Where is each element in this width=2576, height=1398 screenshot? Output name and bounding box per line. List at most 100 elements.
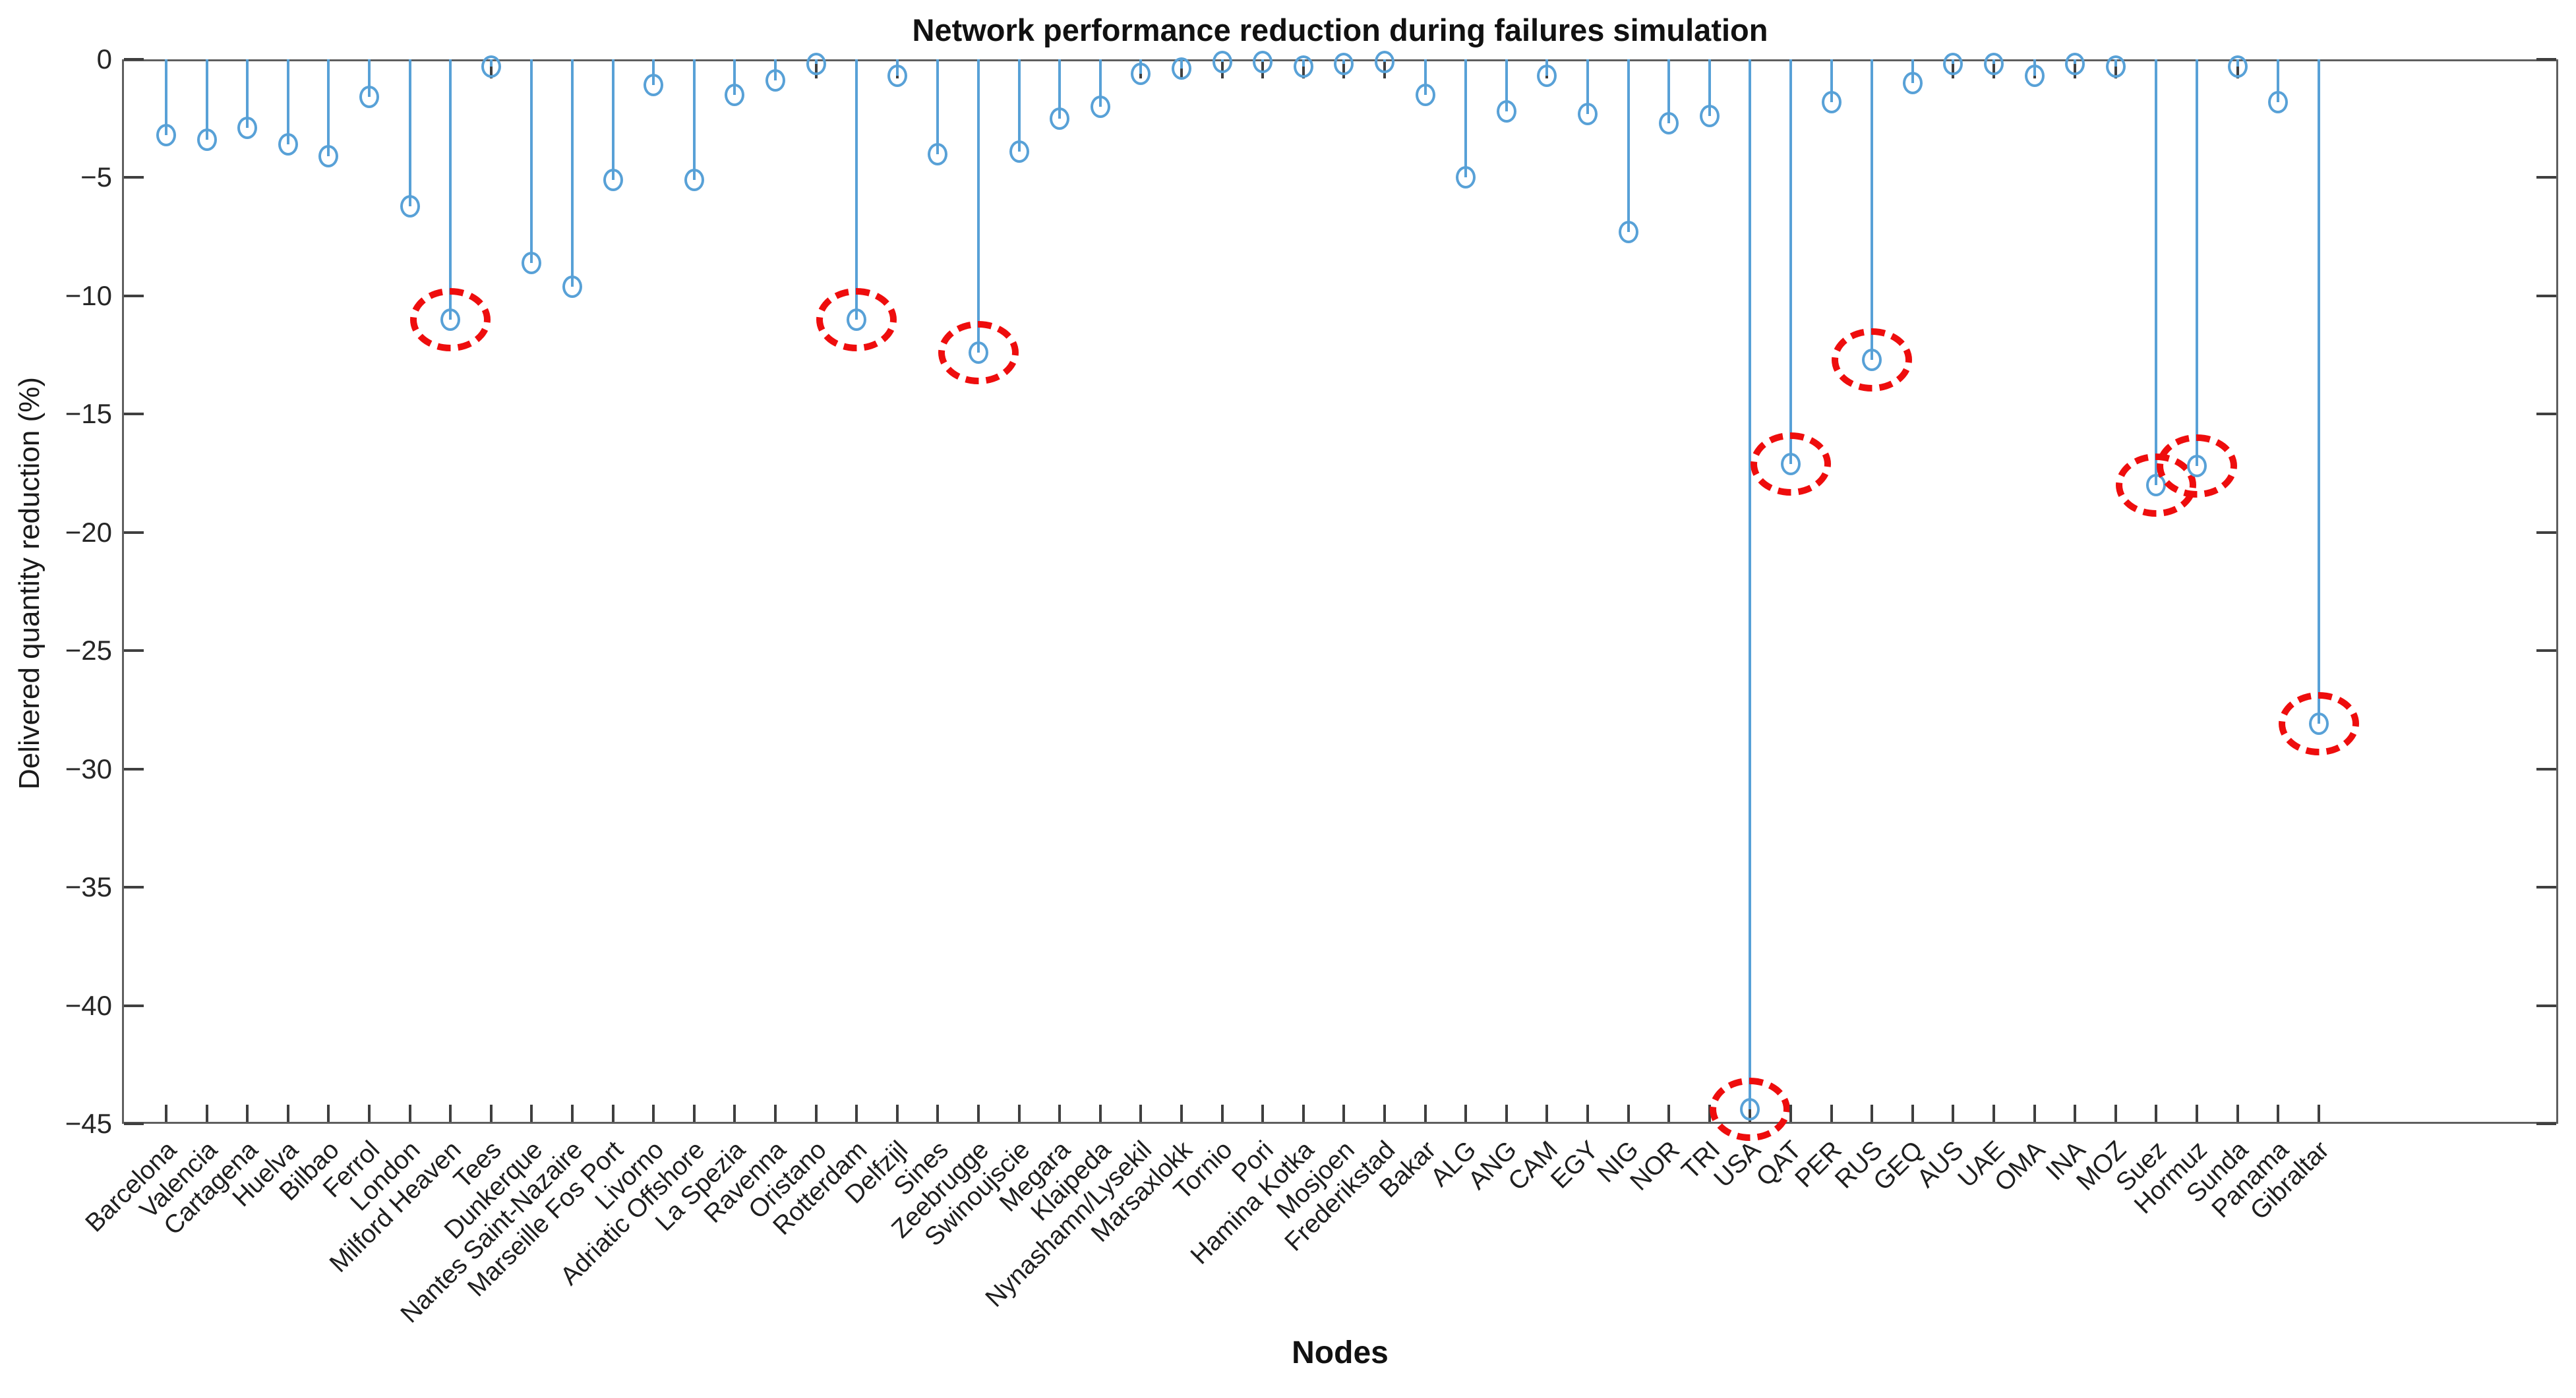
- stem-line: [733, 59, 736, 95]
- data-point-marker: [481, 55, 501, 78]
- x-tick-bottom: [1992, 1105, 1995, 1122]
- data-point-marker: [2268, 90, 2289, 113]
- stem-line: [2277, 59, 2280, 102]
- data-point-marker: [806, 53, 826, 76]
- stem-line: [1708, 59, 1711, 117]
- x-tick-bottom: [1423, 1105, 1427, 1122]
- data-point-marker: [1659, 111, 1679, 134]
- stem-line: [1627, 59, 1630, 232]
- x-tick-bottom: [1708, 1105, 1711, 1122]
- stem-line: [611, 59, 614, 181]
- stem-line: [1505, 59, 1508, 111]
- data-point-marker: [1131, 62, 1151, 85]
- x-tick-bottom: [205, 1105, 208, 1122]
- x-tick-bottom: [1383, 1105, 1386, 1122]
- y-tick: [124, 1004, 144, 1007]
- data-point-marker: [1212, 50, 1232, 73]
- x-tick-bottom: [246, 1105, 249, 1122]
- x-tick-bottom: [327, 1105, 330, 1122]
- y-tick-label: −35: [65, 871, 112, 903]
- data-point-marker: [318, 145, 339, 168]
- x-tick-bottom: [692, 1105, 696, 1122]
- x-tick-bottom: [1058, 1105, 1062, 1122]
- x-tick-bottom: [2236, 1105, 2239, 1122]
- data-point-marker: [684, 169, 704, 192]
- y-tick-right: [2536, 767, 2556, 771]
- stem-line: [1749, 59, 1752, 1110]
- stem-line: [449, 59, 452, 320]
- data-point-marker: [928, 142, 948, 165]
- data-point-marker: [1050, 107, 1070, 130]
- x-tick-bottom: [2196, 1105, 2198, 1122]
- x-tick-bottom: [1139, 1105, 1143, 1122]
- y-tick-right: [2536, 176, 2556, 179]
- data-point-marker: [1537, 65, 1557, 88]
- stem-line: [246, 59, 249, 129]
- x-tick-bottom: [977, 1105, 980, 1122]
- data-point-marker: [1334, 53, 1354, 76]
- data-point-marker: [359, 86, 379, 109]
- x-tick-bottom: [1952, 1105, 1955, 1122]
- y-tick-label: −45: [65, 1108, 112, 1139]
- data-point-marker: [603, 169, 623, 192]
- y-tick-right: [2536, 58, 2556, 61]
- stem-line: [1464, 59, 1468, 178]
- x-tick-bottom: [1830, 1105, 1833, 1122]
- stem-line: [571, 59, 574, 287]
- y-tick: [124, 413, 144, 416]
- y-tick: [124, 58, 144, 61]
- x-tick-bottom: [1220, 1105, 1224, 1122]
- x-tick-bottom: [2074, 1105, 2077, 1122]
- data-point-marker: [1496, 100, 1516, 123]
- x-tick-bottom: [936, 1105, 940, 1122]
- x-tick-bottom: [1871, 1105, 1874, 1122]
- highlight-circle: [2157, 434, 2237, 498]
- y-tick-label: −25: [65, 635, 112, 666]
- data-point-marker: [1943, 53, 1963, 76]
- stem-line: [286, 59, 289, 145]
- highlight-circle: [1710, 1078, 1791, 1142]
- highlight-circle: [816, 287, 897, 351]
- stem-line: [1017, 59, 1021, 152]
- stem-line: [1586, 59, 1589, 114]
- data-point-marker: [1172, 57, 1191, 80]
- y-tick: [124, 649, 144, 653]
- stem-line: [1830, 59, 1833, 102]
- data-point-marker: [1293, 55, 1313, 78]
- x-tick-bottom: [1017, 1105, 1021, 1122]
- stem-line: [1911, 59, 1914, 83]
- highlight-circle: [1751, 432, 1831, 496]
- highlight-circle: [2278, 692, 2359, 756]
- y-tick: [124, 531, 144, 534]
- data-point-marker: [2065, 53, 2085, 76]
- y-tick: [124, 767, 144, 771]
- x-tick-bottom: [2033, 1105, 2036, 1122]
- x-tick-bottom: [733, 1105, 736, 1122]
- data-point-marker: [522, 251, 542, 274]
- y-tick-right: [2536, 1004, 2556, 1007]
- x-tick-bottom: [1464, 1105, 1468, 1122]
- data-point-marker: [237, 117, 258, 140]
- x-tick-bottom: [449, 1105, 452, 1122]
- x-tick-bottom: [1342, 1105, 1346, 1122]
- y-tick-label: −15: [65, 398, 112, 430]
- x-tick-bottom: [1586, 1105, 1589, 1122]
- x-tick-bottom: [652, 1105, 655, 1122]
- x-tick-bottom: [895, 1105, 899, 1122]
- stem-line: [1667, 59, 1671, 123]
- data-point-marker: [1456, 166, 1476, 189]
- y-tick-label: −40: [65, 989, 112, 1021]
- stem-line: [368, 59, 371, 98]
- x-tick-bottom: [1261, 1105, 1265, 1122]
- data-point-marker: [1253, 50, 1273, 73]
- x-tick-bottom: [286, 1105, 289, 1122]
- x-tick-bottom: [611, 1105, 614, 1122]
- x-tick-bottom: [1789, 1105, 1792, 1122]
- y-tick-right: [2536, 1122, 2556, 1125]
- stem-line: [1098, 59, 1102, 107]
- y-tick-right: [2536, 413, 2556, 416]
- stem-line: [1423, 59, 1427, 95]
- y-tick-label: −20: [65, 516, 112, 548]
- x-tick-bottom: [2155, 1105, 2158, 1122]
- y-tick: [124, 1122, 144, 1125]
